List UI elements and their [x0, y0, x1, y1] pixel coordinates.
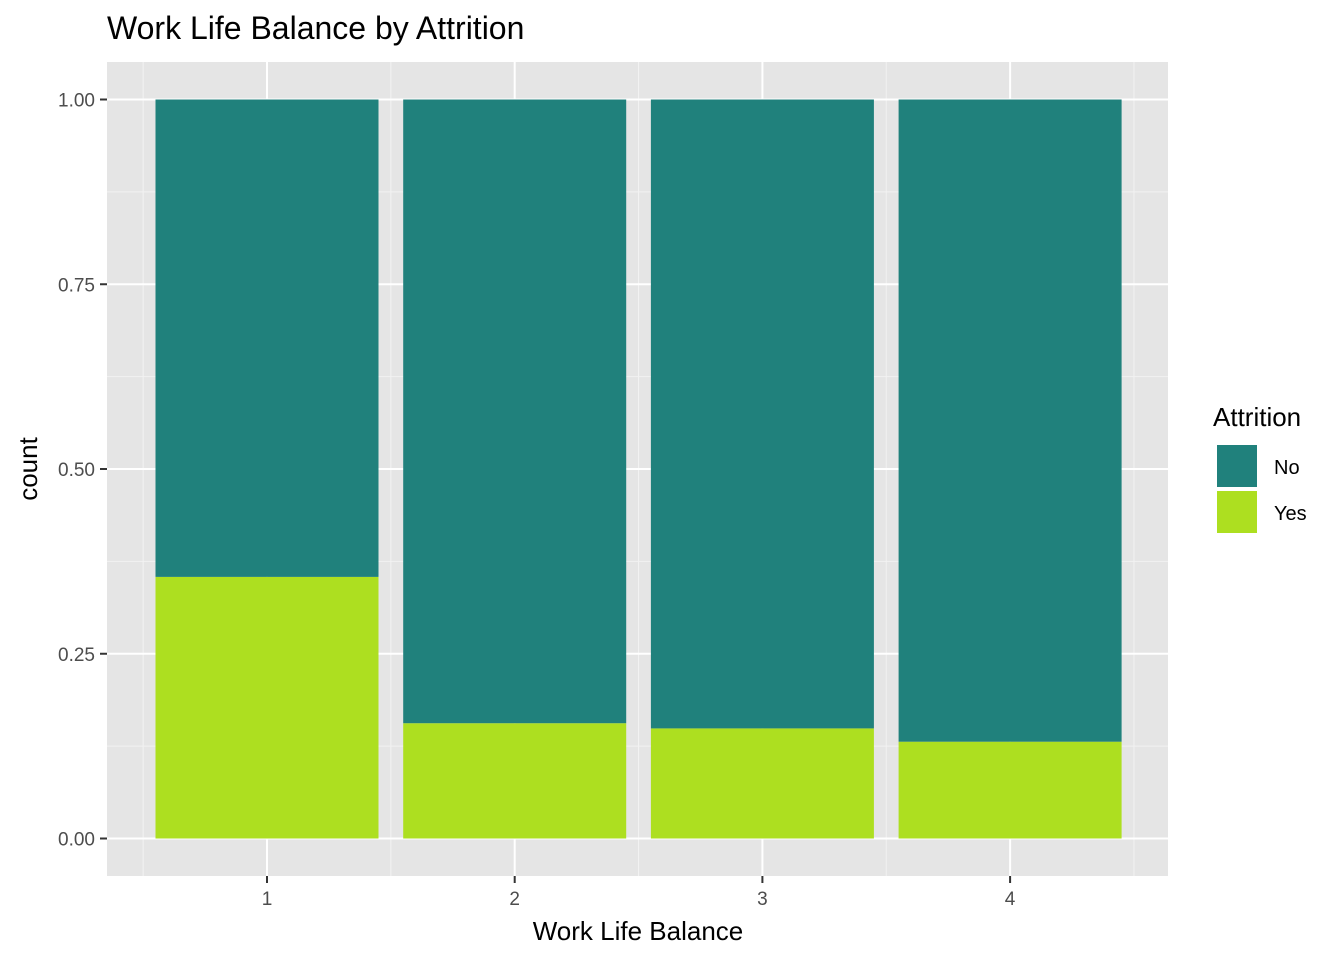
y-tick-label: 0.50 [58, 460, 95, 481]
x-tick-label: 3 [757, 889, 768, 910]
x-tick-label: 2 [509, 889, 520, 910]
x-tick-label: 1 [262, 889, 273, 910]
x-tick-label: 4 [1005, 889, 1016, 910]
bars [155, 99, 1122, 839]
y-axis: 0.00 0.25 0.50 0.75 1.00 [58, 91, 107, 851]
bar-yes-4 [898, 741, 1122, 839]
y-tick-label: 0.00 [58, 830, 95, 851]
bar-no-3 [650, 99, 874, 729]
legend-label-yes: Yes [1274, 503, 1307, 525]
bar-yes-2 [403, 723, 627, 839]
bar-no-2 [403, 99, 627, 724]
bar-no-1 [155, 99, 379, 577]
y-tick-label: 0.25 [58, 645, 95, 666]
y-axis-title: count [13, 436, 43, 500]
x-axis: 1 2 3 4 [262, 876, 1016, 910]
y-tick-label: 1.00 [58, 91, 95, 112]
y-tick-label: 0.75 [58, 275, 95, 296]
chart-title: Work Life Balance by Attrition [107, 10, 524, 46]
legend-label-no: No [1274, 457, 1300, 479]
x-axis-title: Work Life Balance [533, 916, 744, 946]
bar-yes-3 [650, 728, 874, 839]
legend: Attrition No Yes [1213, 402, 1307, 535]
legend-key-yes [1215, 489, 1259, 535]
legend-title: Attrition [1213, 402, 1301, 432]
bar-yes-1 [155, 576, 379, 839]
legend-key-no [1215, 443, 1259, 489]
bar-no-4 [898, 99, 1122, 742]
